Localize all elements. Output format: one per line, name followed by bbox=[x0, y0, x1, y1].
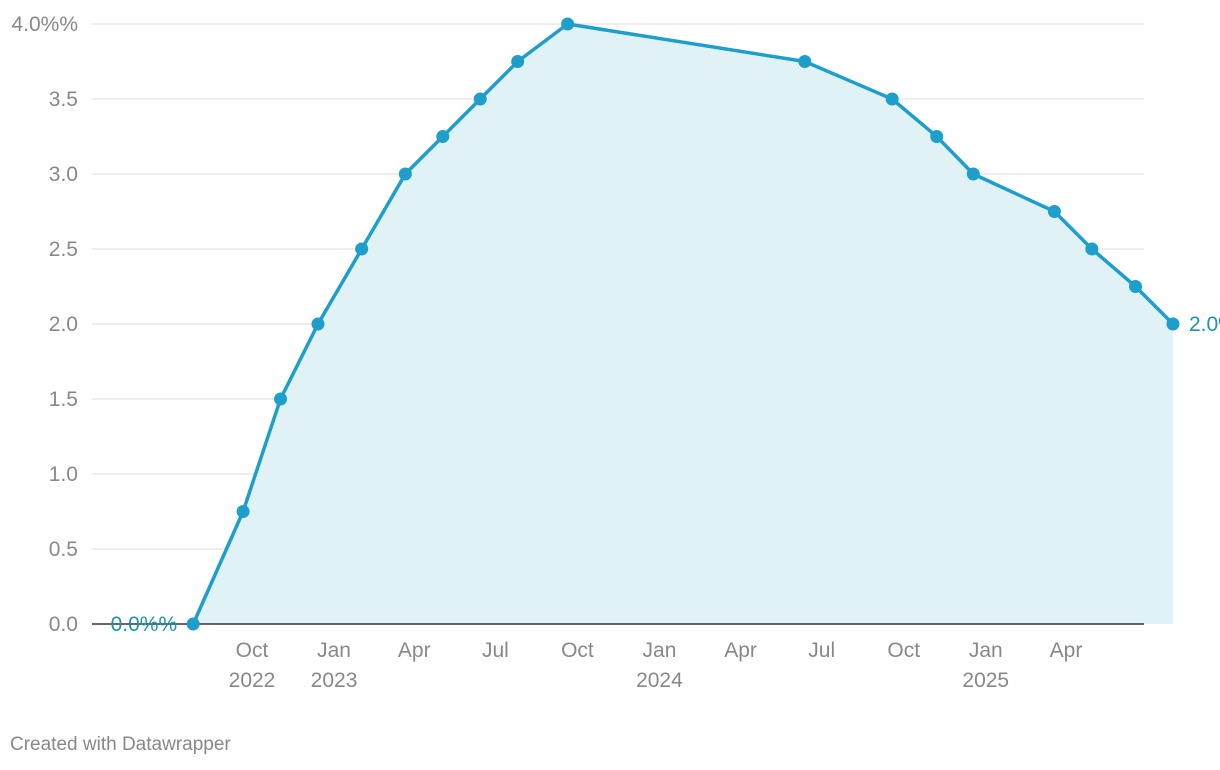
credit-text: Created with Datawrapper bbox=[10, 734, 231, 755]
x-tick-label: Jul bbox=[482, 639, 509, 662]
data-point bbox=[966, 167, 980, 181]
y-tick-label: 3.0 bbox=[49, 163, 78, 186]
x-axis-ticks: Oct 2022 Jan 2023 Apr Jul Oct Jan 2024 Apr Jul Oct J… bbox=[229, 639, 1083, 692]
data-point bbox=[1166, 317, 1180, 331]
area-chart: 4.0%% 3.5 3.0 2.5 2.0 1.5 1.0 0.5 0.0 Oct 2022 Jan… bbox=[11, 13, 1220, 692]
x-tick-year-label: 2023 bbox=[311, 669, 358, 692]
y-tick-label: 1.0 bbox=[49, 463, 78, 486]
x-tick-label: Apr bbox=[724, 639, 757, 662]
data-point bbox=[1085, 242, 1099, 256]
data-point bbox=[236, 505, 250, 518]
x-tick-label: Jan bbox=[969, 639, 1003, 662]
x-tick-label: Jan bbox=[643, 639, 677, 662]
x-tick-label: Apr bbox=[1050, 639, 1083, 662]
x-tick-label: Jul bbox=[808, 639, 835, 662]
y-axis-ticks: 4.0%% 3.5 3.0 2.5 2.0 1.5 1.0 0.5 0.0 bbox=[11, 13, 78, 636]
x-tick-label: Jan bbox=[317, 639, 351, 662]
data-points bbox=[186, 17, 1180, 631]
area-fill bbox=[193, 24, 1173, 624]
data-point bbox=[398, 167, 412, 181]
end-value-label: 2.0%% bbox=[1189, 313, 1220, 336]
y-tick-label: 2.0 bbox=[49, 313, 78, 336]
data-point bbox=[885, 92, 899, 106]
data-point bbox=[473, 92, 487, 106]
data-point bbox=[436, 130, 450, 143]
data-point bbox=[930, 130, 944, 143]
y-tick-label: 3.5 bbox=[49, 88, 78, 111]
x-tick-year-label: 2022 bbox=[229, 669, 276, 692]
data-point bbox=[1129, 280, 1143, 293]
data-point bbox=[561, 17, 575, 31]
data-point bbox=[1047, 205, 1061, 218]
start-value-label: 0.0%% bbox=[111, 613, 178, 636]
data-point bbox=[311, 317, 325, 331]
x-tick-year-label: 2025 bbox=[962, 669, 1009, 692]
y-tick-label: 0.5 bbox=[49, 538, 78, 561]
x-tick-label: Apr bbox=[398, 639, 431, 662]
series-line bbox=[191, 22, 1175, 625]
x-tick-label: Oct bbox=[561, 639, 594, 662]
data-point bbox=[511, 55, 525, 68]
y-tick-label: 0.0 bbox=[49, 613, 78, 636]
x-tick-year-label: 2024 bbox=[636, 669, 683, 692]
y-tick-label: 1.5 bbox=[49, 388, 78, 411]
data-point bbox=[798, 55, 812, 68]
x-tick-label: Oct bbox=[236, 639, 269, 662]
data-point bbox=[186, 617, 200, 631]
x-tick-label: Oct bbox=[887, 639, 920, 662]
data-point bbox=[274, 392, 288, 406]
data-point bbox=[355, 242, 369, 256]
y-tick-label: 4.0%% bbox=[11, 13, 78, 36]
y-tick-label: 2.5 bbox=[49, 238, 78, 261]
